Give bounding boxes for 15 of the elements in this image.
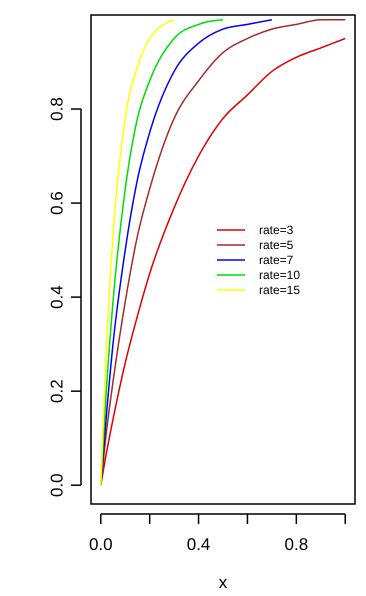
y-tick-label: 0.2: [48, 379, 66, 403]
legend-label: rate=10: [259, 268, 300, 282]
y-tick-label: 0.6: [48, 191, 66, 215]
x-tick-label: 0.4: [186, 535, 210, 554]
x-tick-label: 0.0: [88, 535, 113, 554]
y-tick-label: 0.0: [48, 473, 66, 498]
line-series: [100, 18, 175, 486]
legend-label: rate=15: [259, 283, 300, 297]
y-tick-label: 0.4: [48, 285, 66, 309]
x-axis-title: x: [218, 573, 228, 592]
legend-label: rate=7: [259, 253, 294, 267]
y-tick-label: 0.8: [48, 97, 66, 121]
x-tick-label: 0.8: [284, 535, 308, 554]
legend-label: rate=5: [259, 238, 294, 252]
legend-label: rate=3: [259, 223, 294, 237]
